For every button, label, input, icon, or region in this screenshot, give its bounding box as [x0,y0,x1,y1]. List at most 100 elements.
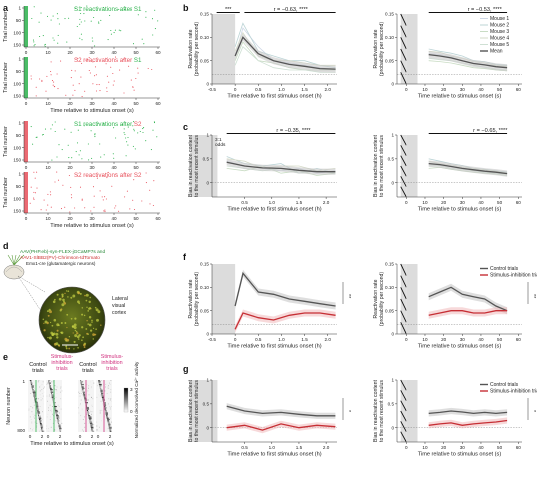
reactivation-dot [106,90,108,93]
heatmap-cell [106,413,108,415]
heatmap-cell [40,390,41,392]
heatmap-cell [39,390,41,392]
heatmap-cell [93,424,95,426]
heatmap-cell [50,426,52,428]
neuron-dot [73,323,77,327]
injection-line [11,254,15,266]
heatmap-cell [110,391,112,393]
x-tick-label: 60 [155,165,161,170]
heatmap-cell [40,425,43,427]
neuron-dot [47,336,49,339]
heatmap-cell [38,416,41,418]
heatmap-cell [78,412,80,414]
x-axis-label: Time relative to stimulus onset (s) [418,94,502,100]
heatmap-cell [82,385,84,387]
heatmap-cell [84,422,86,424]
y-tick-label: 0.5 [203,157,210,162]
significance-label: * [345,410,351,413]
y-axis-label: Reactivation rate [373,279,379,318]
reactivation-dot [114,207,116,209]
x-tick-label: 2.0 [325,337,332,342]
x-tick-label: 1.5 [301,87,308,92]
heatmap-cell [91,404,93,406]
reactivation-dot [71,69,73,71]
heatmap-cell [46,425,48,427]
heatmap-cell [80,403,81,405]
reactivation-dot [33,171,35,173]
y-axis-label: Reactivation rate [188,29,194,68]
hatch-line [400,145,407,156]
heatmap-cell [34,385,36,387]
x-axis-label: Time relative to stimulus onset (s) [50,223,134,229]
reactivation-dot [60,60,62,62]
heatmap-cell [110,415,111,416]
heatmap-cell [37,403,38,405]
reactivation-dot [90,210,92,212]
heatmap-cell [111,396,112,397]
panel-letter-g: g [183,364,189,374]
heatmap-cell [54,406,57,408]
reactivation-dot [94,66,97,68]
heatmap-cell [41,383,43,385]
y-tick-label: 0.10 [200,285,209,290]
reactivation-dot [151,18,154,20]
reactivation-dot [64,206,66,208]
heatmap-cell [111,406,112,407]
neuron-dot [81,313,84,316]
heatmap-cell [109,407,111,409]
reactivation-dot [53,39,55,41]
reactivation-dot [92,83,94,85]
heatmap-cell [97,424,98,425]
x-axis-label: Time relative to stimulus onset (s) [418,207,502,213]
heatmap-cell [49,404,51,406]
heatmap-cell [32,383,33,385]
reactivation-dot [36,187,38,189]
chart-b-right: 0 0.05 0.10 0.15 0 10 20 30 40 50 60 Time relative … [373,7,522,100]
reactivation-dot [30,75,32,77]
heatmap-cell [110,417,111,419]
heatmap-cell [104,406,106,408]
legend-label: Stimulus-inhibition trials [490,389,537,395]
heatmap-cell [51,408,52,410]
neuron-dot [85,293,89,297]
reactivation-dot [58,144,60,146]
reactivation-dot [79,150,81,152]
x-tick-label: 10 [422,87,428,92]
heatmap-cell [54,387,55,389]
heatmap-cell [31,400,32,401]
heatmap-cell [42,398,43,400]
heatmap-cell [99,426,100,428]
heatmap-cell [104,390,106,392]
heatmap-cell [51,396,54,398]
reactivation-dot [115,173,117,175]
shade-region [190,135,218,197]
x-tick-label: 0 [405,337,408,342]
heatmap-cell [50,382,52,384]
heatmap-cell [107,387,109,389]
reactivation-dot [157,20,159,22]
raster-title: S2 reactivations after S1 [74,57,142,64]
heatmap-cell [36,420,38,422]
reactivation-dot [100,156,102,158]
neuron-dot [53,318,57,322]
heatmap-cell [39,430,40,432]
heatmap-cell [56,393,58,394]
x-tick-label: 30 [89,101,95,106]
reactivation-dot [74,207,76,209]
reactivation-dot [33,198,35,200]
heatmap-cell [96,385,98,387]
reactivation-dot [57,34,59,36]
reactivation-dot [78,154,80,156]
heatmap-cell [104,408,106,410]
reactivation-dot [34,192,37,194]
reactivation-dot [154,28,156,30]
reactivation-dot [104,209,106,211]
hatch-region [400,380,407,442]
hatch-region [400,264,407,334]
reactivation-dot [110,66,112,68]
reactivation-dot [88,56,90,59]
neuron-dot [85,299,88,302]
heatmap-cell [42,411,43,413]
heatmap-cell [48,407,49,409]
heatmap-cell [104,409,107,411]
